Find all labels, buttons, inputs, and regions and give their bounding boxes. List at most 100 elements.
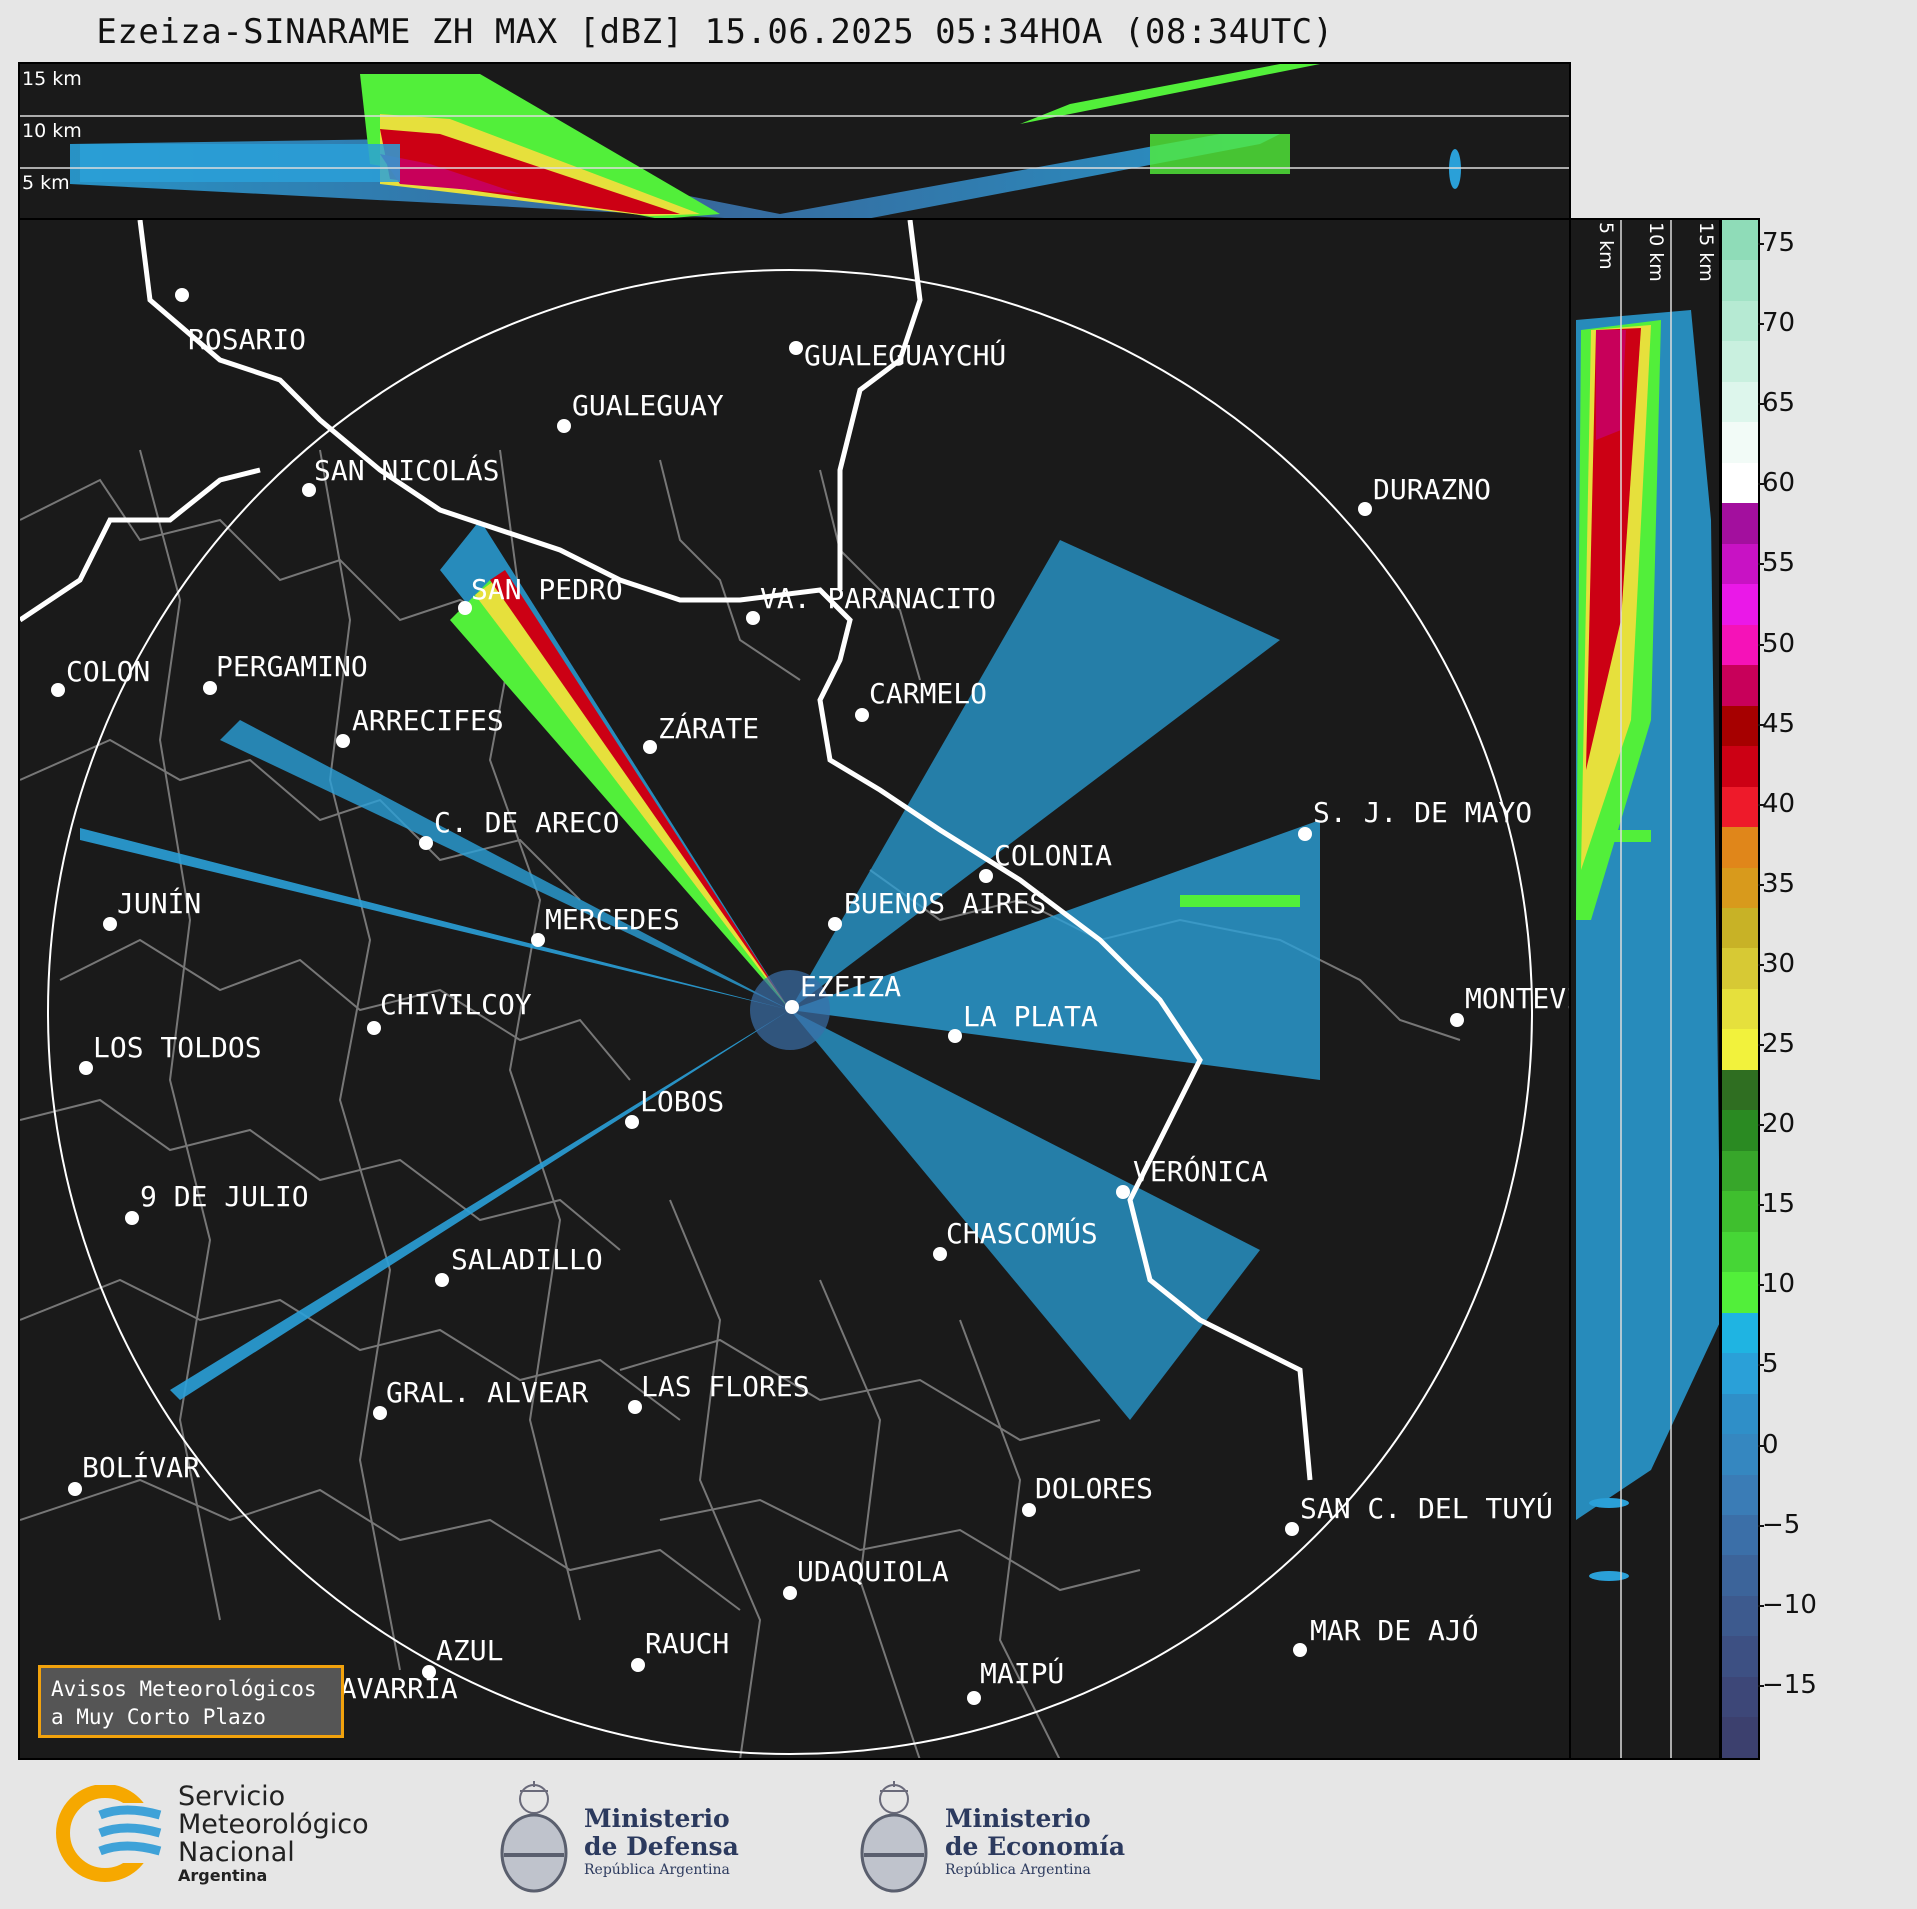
colorbar-step [1722, 1595, 1758, 1637]
colorbar-step [1722, 462, 1758, 504]
map-title: Ezeiza-SINARAME ZH MAX [dBZ] 15.06.2025 … [96, 12, 1334, 52]
echo-wnw-beam [220, 720, 790, 1010]
colorbar-step [1722, 1191, 1758, 1232]
city-label-montevideo: MONTEVIDEO [1465, 982, 1570, 1015]
city-label-veronica: VERÓNICA [1133, 1155, 1268, 1188]
colorbar-tick-label: 70 [1757, 308, 1796, 339]
colorbar-step [1722, 988, 1758, 1030]
smn-line-3: Nacional [178, 1837, 295, 1868]
city-label-san-c-del-tuyu: SAN C. DEL TUYÚ [1300, 1492, 1553, 1525]
echo-nw-yellow [475, 580, 790, 1010]
colorbar-tick-label: 40 [1757, 788, 1796, 819]
colorbar [1720, 218, 1760, 1760]
city-label-chivilcoy: CHIVILCOY [380, 988, 532, 1021]
colorbar-step [1722, 1515, 1758, 1556]
economia-title: Ministerio de Economía [945, 1805, 1125, 1861]
colorbar-step [1722, 665, 1758, 706]
radar-echoes [80, 520, 1320, 1420]
colorbar-tick-label: 0 [1758, 1429, 1779, 1460]
colorbar-step [1722, 746, 1758, 787]
radar-map-panel [18, 218, 1571, 1760]
city-label-rauch: RAUCH [645, 1627, 730, 1660]
city-label-mercedes: MERCEDES [545, 903, 680, 936]
city-label-colon: COLON [66, 655, 151, 688]
city-label-arrecifes: ARRECIFES [352, 704, 504, 737]
colorbar-step [1722, 1231, 1758, 1273]
colorbar-step [1722, 1717, 1758, 1758]
colorbar-tick-label: 75 [1757, 228, 1796, 258]
city-label-gualeguaychu: GUALEGUAYCHÚ [804, 339, 1007, 372]
defensa-sub: República Argentina [584, 1862, 730, 1878]
colorbar-step [1722, 1150, 1758, 1192]
city-label-la-plata: LA PLATA [963, 1000, 1098, 1033]
city-label-s-j-de-mayo: S. J. DE MAYO [1313, 796, 1533, 829]
colorbar-tick-label: 60 [1757, 468, 1796, 499]
colorbar-step [1722, 1555, 1758, 1596]
echo-sw-beam [170, 1010, 790, 1400]
city-label-las-flores: LAS FLORES [641, 1370, 810, 1403]
smn-line-1: Servicio [178, 1781, 286, 1812]
colorbar-step [1722, 1676, 1758, 1718]
smn-line-4: Argentina [178, 1866, 268, 1885]
colorbar-tick-label: 35 [1757, 868, 1796, 899]
city-label-va-paranacito: VA. PARANACITO [760, 582, 997, 615]
colorbar-tick-label: 20 [1757, 1109, 1796, 1140]
colorbar-step [1722, 1474, 1758, 1515]
side-echo-blob-2 [1589, 1571, 1629, 1581]
echo-nw-green [450, 580, 790, 1010]
colorbar-step [1722, 1353, 1758, 1394]
top-label-15km: 15 km [22, 68, 82, 90]
district-boundaries [20, 449, 1461, 1758]
colorbar-step [1722, 1434, 1758, 1475]
colorbar-tick-label: 50 [1757, 628, 1796, 659]
colorbar-step [1722, 1272, 1758, 1313]
colorbar-step [1722, 948, 1758, 989]
side-label-10km: 10 km [1645, 222, 1667, 282]
city-label-gral-alvear: GRAL. ALVEAR [386, 1376, 589, 1409]
economia-sub: República Argentina [945, 1862, 1091, 1878]
top-echo-green [360, 74, 720, 218]
colorbar-step [1722, 220, 1758, 261]
colorbar-step [1722, 260, 1758, 301]
city-label-pergamino: PERGAMINO [216, 650, 368, 683]
smn-logo [55, 1784, 175, 1885]
colorbar-step [1722, 1636, 1758, 1677]
side-echo-magenta [1596, 330, 1626, 440]
colorbar-tick-label: −5 [1757, 1509, 1801, 1540]
economia-line-2: de Economía [945, 1832, 1126, 1861]
colorbar-step [1722, 1393, 1758, 1435]
city-label-9-de-julio: 9 DE JULIO [140, 1180, 309, 1213]
warning-box[interactable]: Avisos Meteorológicos a Muy Corto Plazo [38, 1665, 344, 1738]
city-label-buenos-aires: BUENOS AIRES [844, 887, 1047, 920]
defensa-seal-icon [496, 1775, 572, 1899]
top-echo-yellow [380, 114, 700, 216]
side-label-5km: 5 km [1595, 222, 1617, 270]
side-cross-section-panel: 5 km 10 km 15 km [1569, 218, 1721, 1760]
colorbar-step [1722, 705, 1758, 747]
colorbar-tick-label: 10 [1757, 1269, 1796, 1300]
side-echo-blob-1 [1589, 1498, 1629, 1508]
colorbar-step [1722, 1069, 1758, 1111]
coastline [20, 220, 1313, 1481]
top-cross-section-plot [20, 64, 1569, 218]
defensa-title: Ministerio de Defensa [584, 1805, 739, 1861]
colorbar-tick-label: 5 [1758, 1349, 1779, 1380]
colorbar-tick-label: −10 [1758, 1589, 1817, 1620]
city-label-san-pedro: SAN PEDRO [471, 573, 623, 606]
city-dots [51, 288, 1464, 1719]
smn-logo-text: Servicio Meteorológico Nacional Argentin… [178, 1783, 369, 1885]
city-label-rosario: ROSARIO [188, 323, 307, 356]
city-label-udaquiola: UDAQUIOLA [797, 1555, 949, 1588]
city-label-durazno: DURAZNO [1373, 473, 1492, 506]
city-label-bolivar: BOLÍVAR [82, 1451, 201, 1484]
colorbar-tick-label: −15 [1758, 1669, 1817, 1700]
city-label-san-nicolas: SAN NICOLÁS [314, 454, 500, 487]
smn-logo-icon [56, 1784, 173, 1882]
city-label-dolores: DOLORES [1035, 1472, 1154, 1505]
city-label-lobos: LOBOS [640, 1085, 725, 1118]
colorbar-step [1722, 381, 1758, 423]
colorbar-step [1722, 624, 1758, 666]
colorbar-tick-label: 30 [1757, 948, 1796, 979]
city-label-maipu: MAIPÚ [980, 1657, 1065, 1690]
city-label-chascomus: CHASCOMÚS [946, 1217, 1098, 1250]
